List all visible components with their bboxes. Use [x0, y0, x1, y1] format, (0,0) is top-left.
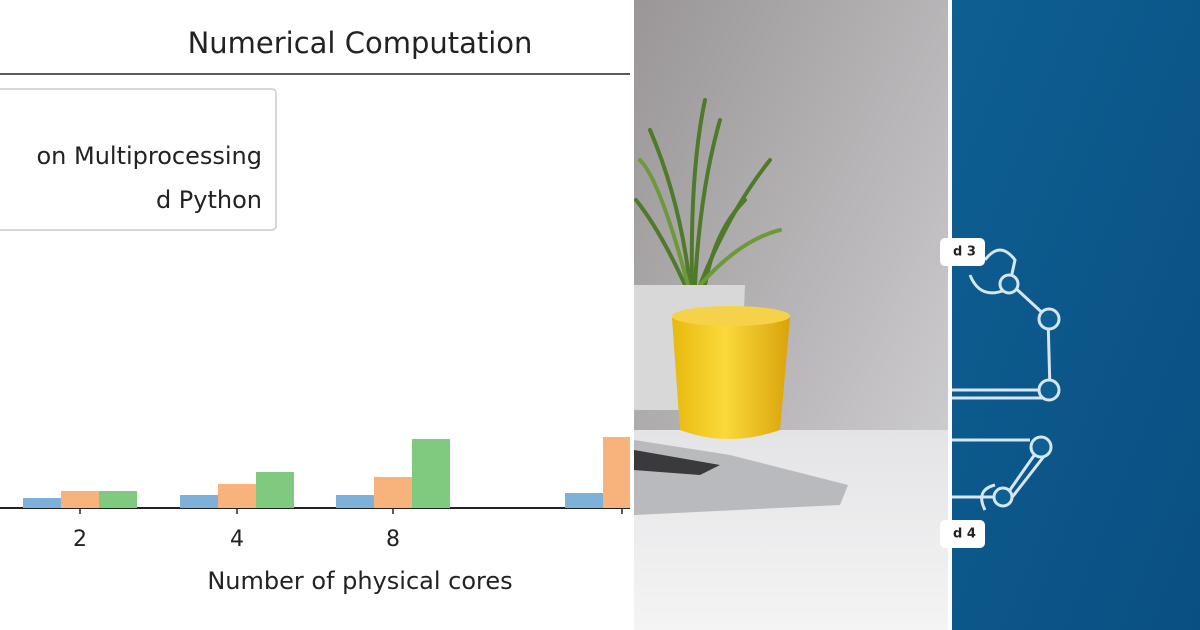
legend-label: d Python [156, 186, 262, 214]
chart-panel: Numerical Computation Number of physical… [0, 26, 630, 595]
diagram-label: d 3 [953, 245, 976, 260]
x-axis-label: Number of physical cores [207, 567, 512, 595]
x-tick-label: 4 [230, 527, 244, 552]
bar [256, 472, 294, 508]
x-tick-label: 8 [386, 527, 400, 552]
photo-panel [634, 0, 948, 630]
bar [99, 491, 137, 508]
mug-rim [672, 306, 790, 326]
label-box [940, 238, 985, 266]
diagram-panel: d 3 d 4 [940, 0, 1200, 630]
bar [603, 437, 630, 508]
bar [412, 439, 450, 508]
bar [61, 491, 99, 508]
chart-title: Numerical Computation [188, 26, 533, 60]
bar [218, 484, 256, 508]
bar [23, 498, 61, 508]
legend-box [0, 88, 277, 231]
bar [180, 495, 218, 508]
x-tick-label: 2 [73, 527, 87, 552]
laptop [634, 440, 848, 515]
mug [672, 310, 790, 439]
bar [374, 477, 412, 508]
diagram-background [952, 0, 1200, 630]
plant [634, 98, 782, 287]
diagram-label: d 4 [953, 527, 976, 542]
divider [948, 0, 952, 630]
label-box [940, 520, 985, 548]
robot-joints [992, 273, 1061, 508]
laptop-keys [634, 450, 720, 475]
bar [565, 493, 603, 508]
legend-label: on Multiprocessing [36, 142, 262, 170]
bar [336, 495, 374, 508]
